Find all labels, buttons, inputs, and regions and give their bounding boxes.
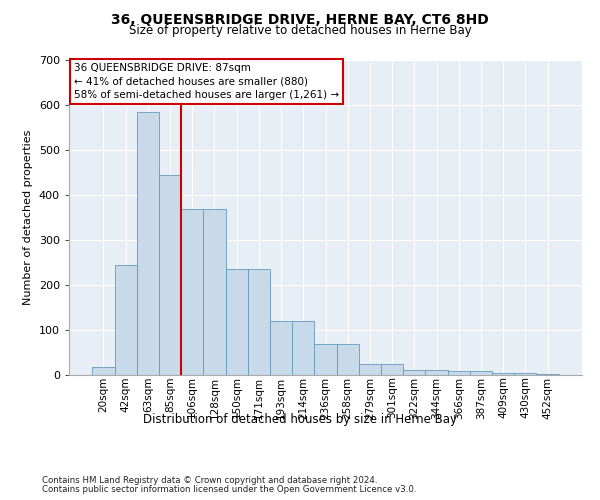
Text: 36 QUEENSBRIDGE DRIVE: 87sqm
← 41% of detached houses are smaller (880)
58% of s: 36 QUEENSBRIDGE DRIVE: 87sqm ← 41% of de… [74, 63, 339, 100]
Text: 36, QUEENSBRIDGE DRIVE, HERNE BAY, CT6 8HD: 36, QUEENSBRIDGE DRIVE, HERNE BAY, CT6 8… [111, 12, 489, 26]
Bar [381, 364, 403, 375]
Bar [226, 269, 248, 375]
Bar [270, 321, 292, 375]
Bar [492, 373, 514, 375]
Text: Size of property relative to detached houses in Herne Bay: Size of property relative to detached ho… [128, 24, 472, 37]
Bar [470, 372, 492, 375]
Bar [292, 321, 314, 375]
Bar [203, 208, 226, 375]
Bar [115, 265, 137, 375]
Bar [181, 208, 203, 375]
Bar [159, 175, 181, 375]
Text: Distribution of detached houses by size in Herne Bay: Distribution of detached houses by size … [143, 412, 457, 426]
Bar [514, 373, 536, 375]
Bar [359, 364, 381, 375]
Bar [536, 374, 559, 375]
Bar [314, 344, 337, 375]
Text: Contains HM Land Registry data © Crown copyright and database right 2024.: Contains HM Land Registry data © Crown c… [42, 476, 377, 485]
Bar [403, 370, 425, 375]
Text: Contains public sector information licensed under the Open Government Licence v3: Contains public sector information licen… [42, 485, 416, 494]
Bar [248, 269, 270, 375]
Y-axis label: Number of detached properties: Number of detached properties [23, 130, 33, 305]
Bar [425, 370, 448, 375]
Bar [337, 344, 359, 375]
Bar [92, 367, 115, 375]
Bar [448, 372, 470, 375]
Bar [137, 112, 159, 375]
